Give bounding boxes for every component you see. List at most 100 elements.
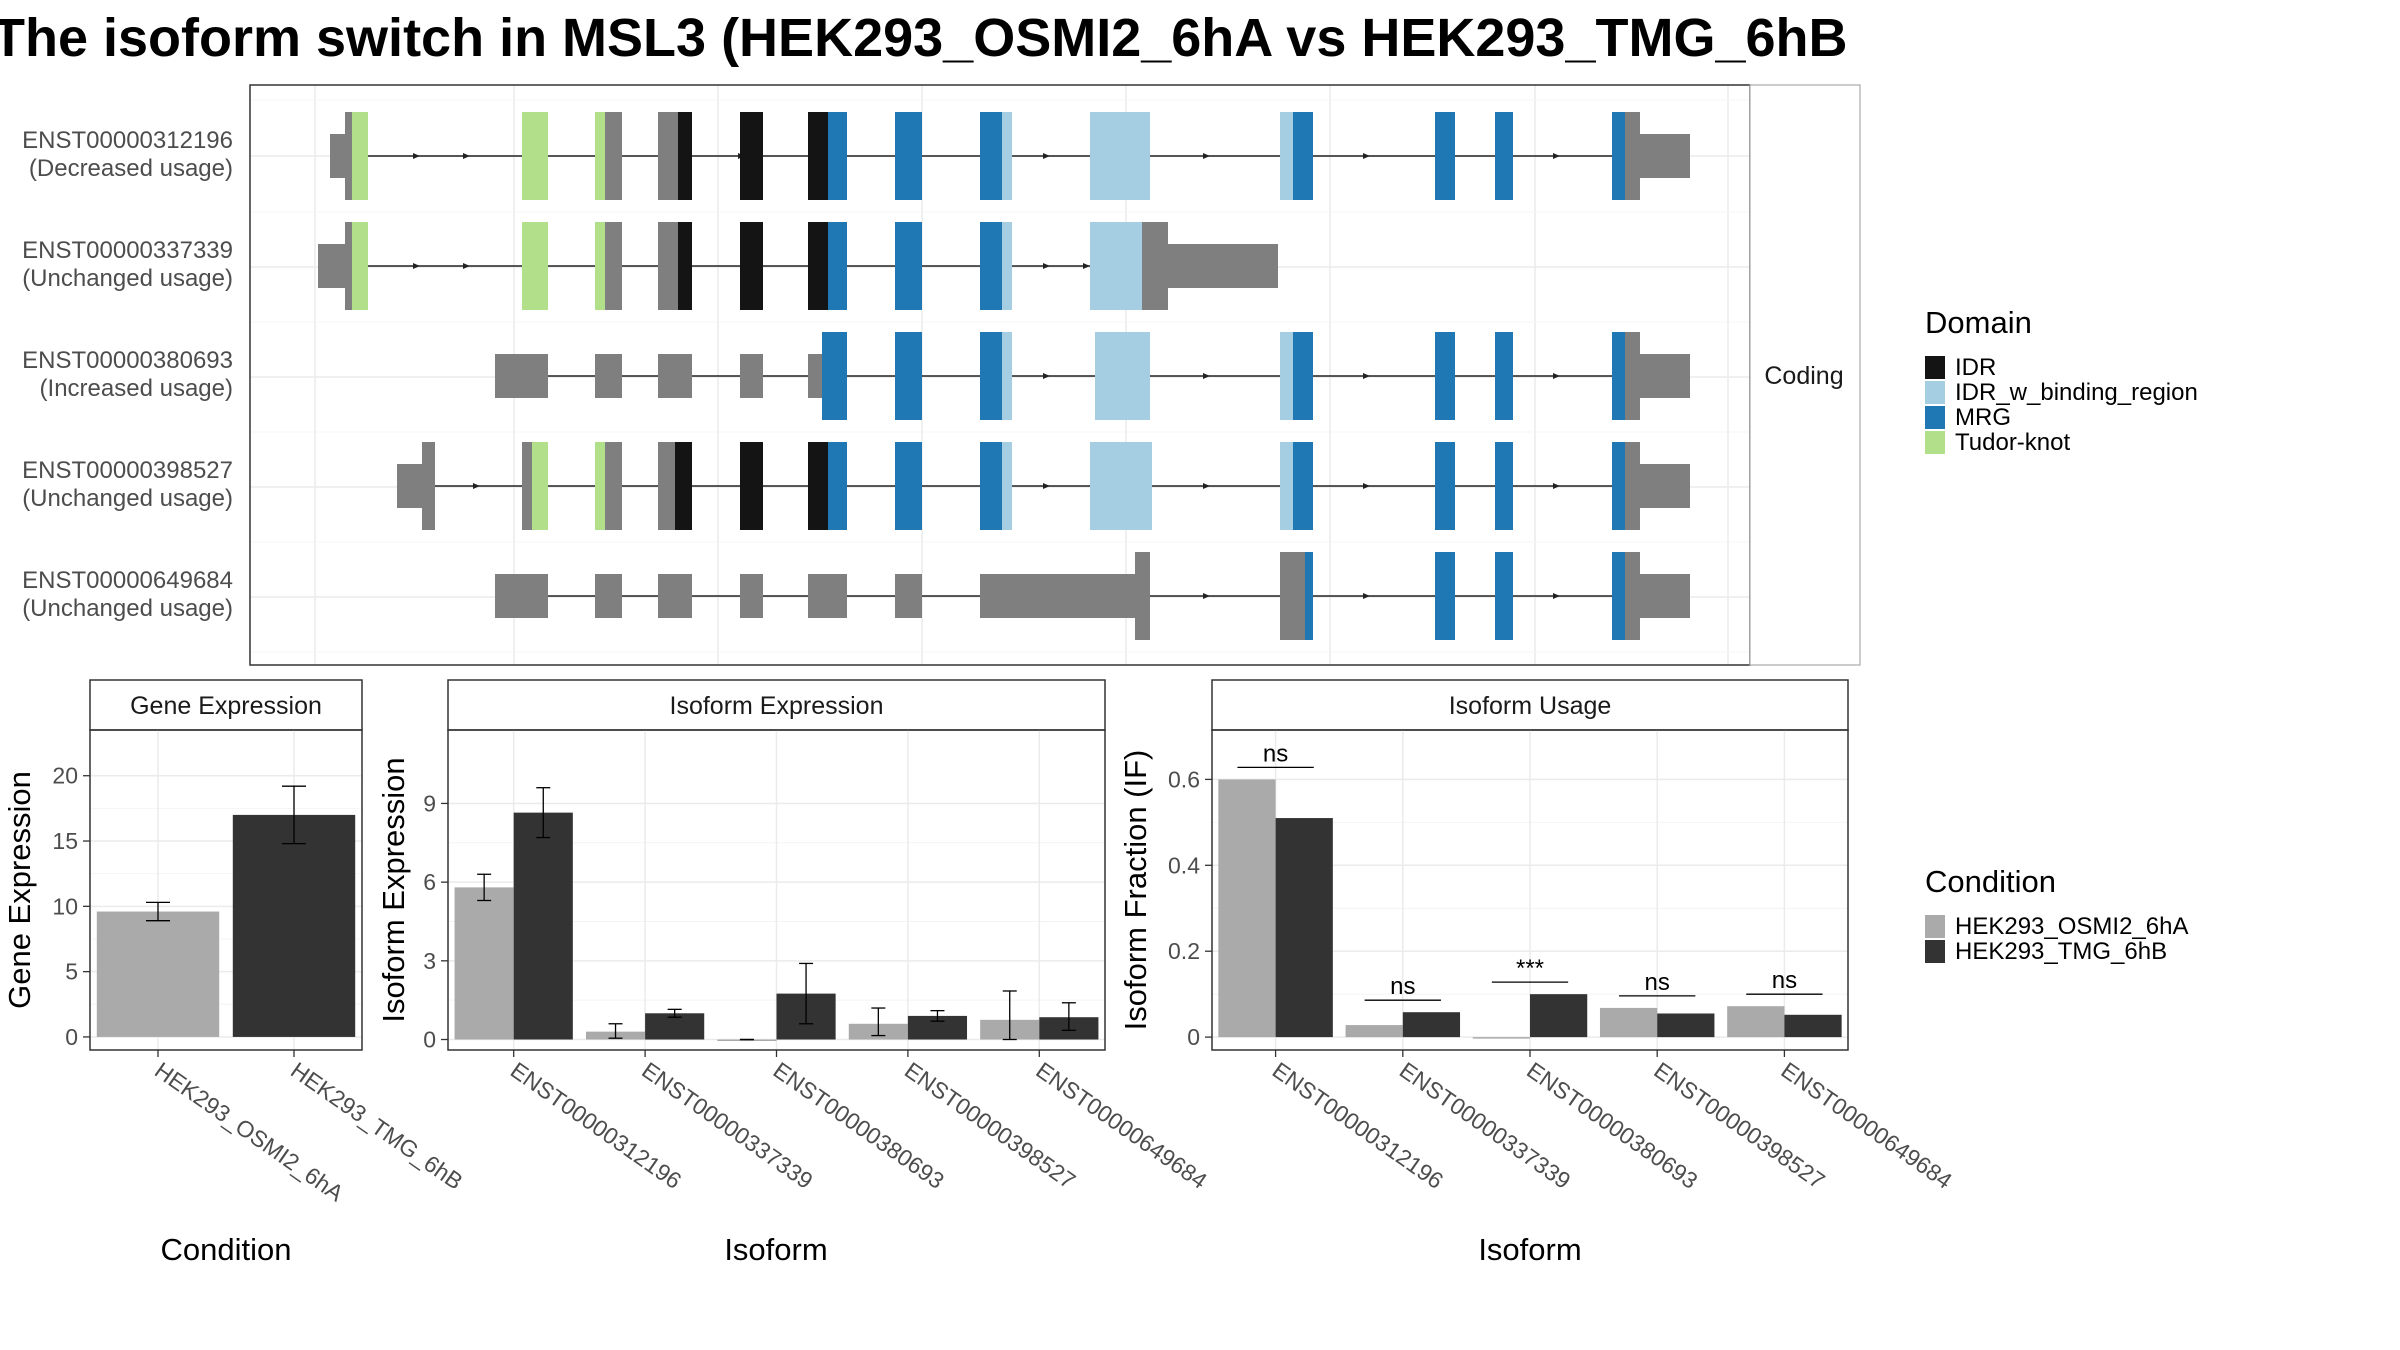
domain-legend-swatch: [1925, 356, 1945, 379]
utr-exon: [658, 354, 692, 398]
coding-exon: [345, 222, 352, 310]
y-axis-title: Isoform Fraction (IF): [1118, 750, 1153, 1031]
bar-panel-strip: [1211, 679, 1849, 731]
strand-arrow: [463, 263, 470, 269]
y-tick-label: 10: [52, 893, 78, 919]
isoform-id-label: ENST00000380693: [22, 347, 233, 374]
coding-exon: [828, 442, 847, 530]
x-axis-title: Isoform: [1478, 1232, 1581, 1267]
strand-arrow: [1203, 593, 1210, 599]
y-tick-label: 0: [423, 1027, 436, 1053]
coding-exon: [1090, 442, 1152, 530]
coding-exon: [345, 112, 352, 200]
bar: [1530, 994, 1588, 1038]
utr-exon: [1640, 574, 1690, 618]
isoform-id-label: ENST00000337339: [22, 237, 233, 264]
bar-panel-title: Gene Expression: [130, 692, 322, 720]
strand-arrow: [1083, 263, 1090, 269]
coding-exon: [595, 222, 605, 310]
significance-label: ns: [1645, 969, 1670, 996]
coding-exon: [1495, 112, 1513, 200]
y-tick-label: 6: [423, 869, 436, 895]
domain-legend-label: Tudor-knot: [1955, 429, 2070, 456]
bar-panel-border: [89, 729, 363, 1051]
coding-exon: [808, 222, 828, 310]
y-axis-title: Isoform Expression: [376, 757, 411, 1022]
coding-exon: [980, 332, 1002, 420]
isoform-usage-label: (Decreased usage): [29, 155, 233, 182]
coding-exon: [678, 222, 692, 310]
coding-exon: [522, 442, 532, 530]
bar: [1402, 1012, 1461, 1038]
strand-arrow: [1203, 153, 1210, 159]
bar-chart-panels: Gene Expression05101520HEK293_OSMI2_6hAH…: [2, 679, 1957, 1267]
bar: [1472, 1037, 1530, 1039]
isoform-usage-label: (Increased usage): [40, 375, 233, 402]
y-tick-label: 9: [423, 790, 436, 816]
strand-arrow: [1203, 373, 1210, 379]
coding-exon: [895, 222, 922, 310]
coding-exon: [1135, 552, 1150, 640]
coding-exon: [595, 112, 605, 200]
utr-exon: [318, 244, 345, 288]
significance-label: ns: [1263, 740, 1288, 767]
strand-arrow: [413, 263, 420, 269]
coding-exon: [352, 112, 368, 200]
coding-exon: [1625, 442, 1640, 530]
x-axis-title: Isoform: [724, 1232, 827, 1267]
isoform-usage-label: (Unchanged usage): [22, 485, 233, 512]
bar: [232, 814, 356, 1037]
coding-exon: [1002, 222, 1012, 310]
utr-exon: [330, 134, 345, 178]
utr-exon: [740, 354, 763, 398]
condition-legend-label: HEK293_OSMI2_6hA: [1955, 913, 2188, 940]
utr-exon: [595, 354, 622, 398]
figure-title: The isoform switch in MSL3 (HEK293_OSMI2…: [0, 8, 1848, 68]
coding-exon: [828, 112, 847, 200]
coding-exon: [422, 442, 435, 530]
coding-exon: [1625, 552, 1640, 640]
utr-exon: [1168, 244, 1278, 288]
utr-exon: [895, 574, 922, 618]
bar: [1599, 1007, 1658, 1038]
coding-exon: [605, 222, 622, 310]
coding-exon: [1090, 112, 1150, 200]
coding-exon: [1280, 442, 1293, 530]
coding-exon: [522, 112, 548, 200]
domain-legend-swatch: [1925, 381, 1945, 404]
coding-exon: [980, 442, 1002, 530]
strand-arrow: [463, 153, 470, 159]
y-tick-label: 0.4: [1168, 852, 1200, 878]
strand-arrow: [1553, 483, 1560, 489]
coding-exon: [822, 332, 847, 420]
coding-exon: [352, 222, 368, 310]
utr-exon: [1640, 354, 1690, 398]
coding-exon: [532, 442, 548, 530]
coding-exon: [1625, 332, 1640, 420]
coding-exon: [1305, 552, 1313, 640]
bar: [1784, 1014, 1842, 1038]
facet-strip-label: Coding: [1764, 362, 1843, 390]
bar: [454, 887, 514, 1040]
utr-exon: [1640, 134, 1690, 178]
strand-arrow: [473, 483, 480, 489]
facet-strip: [1749, 84, 1861, 666]
domain-legend-label: IDR: [1955, 354, 1996, 381]
strand-arrow: [1043, 483, 1050, 489]
utr-exon: [808, 574, 847, 618]
utr-exon: [397, 464, 422, 508]
coding-exon: [658, 222, 678, 310]
domain-legend-label: MRG: [1955, 404, 2011, 431]
utr-exon: [495, 354, 548, 398]
coding-exon: [1280, 552, 1305, 640]
y-tick-label: 0.2: [1168, 938, 1200, 964]
utr-exon: [595, 574, 622, 618]
x-axis-title: Condition: [161, 1232, 292, 1267]
coding-exon: [740, 442, 763, 530]
coding-exon: [895, 442, 922, 530]
strand-arrow: [1363, 373, 1370, 379]
y-tick-label: 15: [52, 828, 78, 854]
y-tick-label: 3: [423, 948, 436, 974]
strand-arrow: [1043, 263, 1050, 269]
